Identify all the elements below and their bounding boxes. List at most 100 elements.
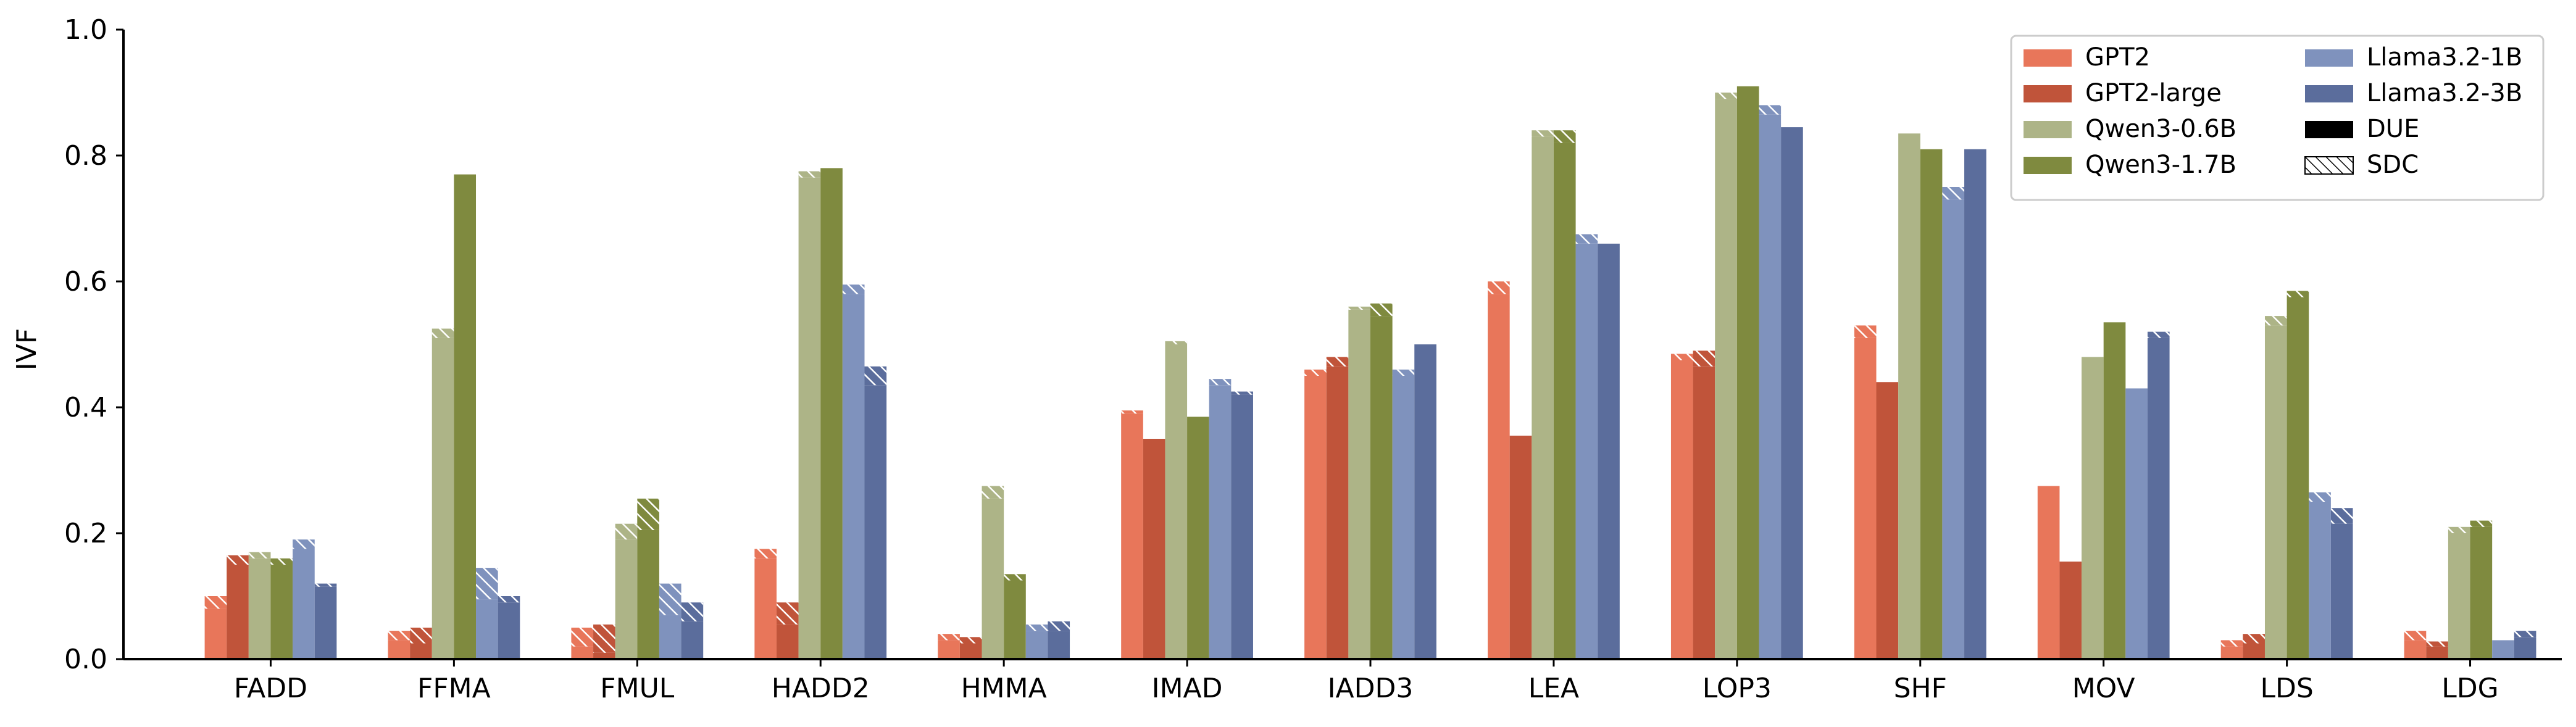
legend-swatch-due	[2305, 121, 2353, 138]
bar-due-mov-qwen3-0.6b	[2082, 357, 2104, 659]
bar-due-lop3-gpt2	[1670, 360, 1693, 659]
bar-sdc-hatch-lea-qwen3-1.7b	[1553, 130, 1576, 143]
bar-due-ldg-gpt2-large	[2426, 646, 2448, 659]
legend-swatch-llama3-2-1b	[2305, 49, 2353, 67]
bar-due-hadd2-qwen3-0.6b	[798, 177, 821, 659]
legend-label-qwen3-0-6b: Qwen3-0.6B	[2085, 115, 2236, 143]
legend-label-gpt2: GPT2	[2085, 43, 2150, 72]
bar-due-ldg-qwen3-1.7b	[2470, 526, 2493, 659]
bar-sdc-hatch-hmma-gpt2	[938, 634, 960, 641]
bar-sdc-hatch-lds-llama3.2-3b	[2330, 508, 2353, 524]
legend-label-llama3-2-3b: Llama3.2-3B	[2367, 79, 2522, 107]
bar-sdc-hatch-fadd-llama3.2-1b	[293, 539, 315, 549]
bar-due-ffma-llama3.2-3b	[498, 602, 520, 659]
bar-sdc-hatch-lop3-qwen3-0.6b	[1715, 93, 1737, 99]
bar-sdc-hatch-lea-qwen3-0.6b	[1532, 130, 1554, 137]
bar-due-iadd3-gpt2-large	[1326, 366, 1349, 659]
bar-sdc-hatch-hmma-llama3.2-3b	[1048, 621, 1070, 631]
bar-due-fmul-gpt2	[571, 646, 594, 659]
x-tick-label-ldg: LDG	[2441, 673, 2499, 704]
bar-sdc-hatch-imad-llama3.2-3b	[1231, 391, 1253, 395]
bar-due-hmma-llama3.2-1b	[1025, 631, 1048, 659]
bar-sdc-hatch-mov-llama3.2-3b	[2147, 331, 2170, 338]
bar-due-lop3-llama3.2-1b	[1759, 114, 1782, 659]
bar-sdc-hatch-imad-llama3.2-1b	[1209, 379, 1232, 386]
bar-due-ffma-llama3.2-1b	[476, 599, 498, 659]
bar-due-lds-gpt2-large	[2243, 643, 2265, 659]
bar-due-shf-qwen3-0.6b	[1898, 133, 1920, 660]
bar-due-fadd-gpt2-large	[227, 565, 249, 659]
bar-due-lds-llama3.2-1b	[2309, 502, 2331, 659]
x-tick-label-imad: IMAD	[1152, 673, 1223, 704]
bar-sdc-hatch-hadd2-qwen3-0.6b	[798, 171, 821, 178]
legend-label-gpt2-large: GPT2-large	[2085, 79, 2222, 107]
bar-due-ldg-llama3.2-1b	[2492, 640, 2514, 659]
bar-due-lea-gpt2	[1488, 294, 1510, 659]
x-tick-label-shf: SHF	[1894, 673, 1947, 704]
bar-sdc-hatch-shf-llama3.2-1b	[1942, 187, 1965, 200]
bar-sdc-hatch-ffma-llama3.2-3b	[498, 596, 520, 603]
bar-due-fmul-qwen3-0.6b	[615, 539, 638, 659]
bar-due-imad-llama3.2-3b	[1231, 394, 1253, 659]
bar-due-ffma-qwen3-0.6b	[431, 338, 454, 659]
legend-swatch-llama3-2-3b	[2305, 85, 2353, 102]
bar-due-lea-llama3.2-3b	[1598, 243, 1620, 659]
y-tick-label-1.0: 1.0	[64, 14, 107, 46]
bar-due-iadd3-qwen3-0.6b	[1348, 309, 1370, 659]
legend-swatch-hatch-sdc	[2305, 157, 2353, 174]
bar-sdc-hatch-ldg-qwen3-1.7b	[2470, 520, 2493, 527]
bar-due-hmma-gpt2-large	[959, 643, 982, 659]
bar-due-lop3-llama3.2-3b	[1781, 127, 1803, 660]
bar-due-lea-gpt2-large	[1509, 435, 1532, 659]
bar-sdc-hatch-iadd3-qwen3-1.7b	[1370, 303, 1393, 317]
bar-sdc-hatch-lds-qwen3-1.7b	[2286, 291, 2309, 297]
bar-due-lop3-gpt2-large	[1693, 366, 1715, 659]
bar-sdc-hatch-hadd2-llama3.2-3b	[864, 366, 887, 386]
bar-due-mov-gpt2-large	[2059, 561, 2082, 659]
bar-sdc-hatch-lds-qwen3-0.6b	[2264, 316, 2287, 326]
bar-due-shf-qwen3-1.7b	[1920, 149, 1943, 660]
bar-due-hmma-llama3.2-3b	[1048, 631, 1070, 659]
bar-due-ldg-gpt2	[2404, 640, 2427, 659]
bar-due-hadd2-gpt2	[754, 558, 777, 659]
bar-sdc-hatch-fmul-gpt2	[571, 628, 594, 647]
bar-sdc-hatch-lds-gpt2	[2220, 640, 2243, 647]
x-tick-label-fadd: FADD	[234, 673, 307, 704]
x-tick-label-mov: MOV	[2072, 673, 2135, 704]
x-tick-label-iadd3: IADD3	[1328, 673, 1414, 704]
bar-sdc-hatch-fmul-llama3.2-1b	[659, 583, 682, 615]
bar-due-hmma-qwen3-0.6b	[982, 498, 1004, 659]
bar-due-imad-llama3.2-1b	[1209, 385, 1232, 659]
bar-due-lop3-qwen3-1.7b	[1736, 86, 1759, 660]
bar-due-lea-llama3.2-1b	[1575, 243, 1598, 659]
bar-due-hadd2-llama3.2-1b	[842, 294, 865, 659]
bar-due-ffma-qwen3-1.7b	[454, 174, 477, 660]
bar-sdc-hatch-ldg-llama3.2-3b	[2514, 631, 2536, 638]
bar-sdc-hatch-imad-gpt2	[1121, 410, 1143, 414]
bar-due-mov-llama3.2-1b	[2125, 388, 2148, 659]
bar-sdc-hatch-fadd-qwen3-1.7b	[270, 558, 293, 565]
bar-sdc-hatch-hadd2-gpt2-large	[776, 602, 799, 625]
bar-sdc-hatch-hadd2-llama3.2-1b	[842, 285, 865, 294]
bar-sdc-hatch-ldg-gpt2	[2404, 631, 2427, 641]
bar-due-fadd-qwen3-1.7b	[270, 565, 293, 659]
bar-due-imad-qwen3-0.6b	[1165, 344, 1188, 659]
bar-sdc-hatch-ffma-gpt2-large	[410, 628, 432, 644]
bar-sdc-hatch-ffma-llama3.2-1b	[476, 568, 498, 600]
bar-sdc-hatch-lop3-gpt2	[1670, 354, 1693, 360]
bar-sdc-hatch-hmma-llama3.2-1b	[1025, 624, 1048, 631]
bar-due-shf-gpt2	[1854, 338, 1877, 659]
bar-sdc-hatch-lea-llama3.2-1b	[1575, 234, 1598, 244]
bar-due-shf-gpt2-large	[1876, 382, 1899, 659]
bar-due-hadd2-gpt2-large	[776, 624, 799, 659]
x-tick-label-lea: LEA	[1528, 673, 1579, 704]
bar-due-imad-gpt2	[1121, 413, 1143, 659]
bar-due-fmul-gpt2-large	[593, 652, 615, 659]
bar-sdc-hatch-hmma-qwen3-1.7b	[1004, 574, 1026, 581]
bar-sdc-hatch-ldg-qwen3-0.6b	[2448, 526, 2470, 533]
legend-swatch-gpt2-large	[2024, 85, 2072, 102]
y-tick-label-0.4: 0.4	[64, 392, 107, 423]
x-tick-label-lop3: LOP3	[1703, 673, 1772, 704]
